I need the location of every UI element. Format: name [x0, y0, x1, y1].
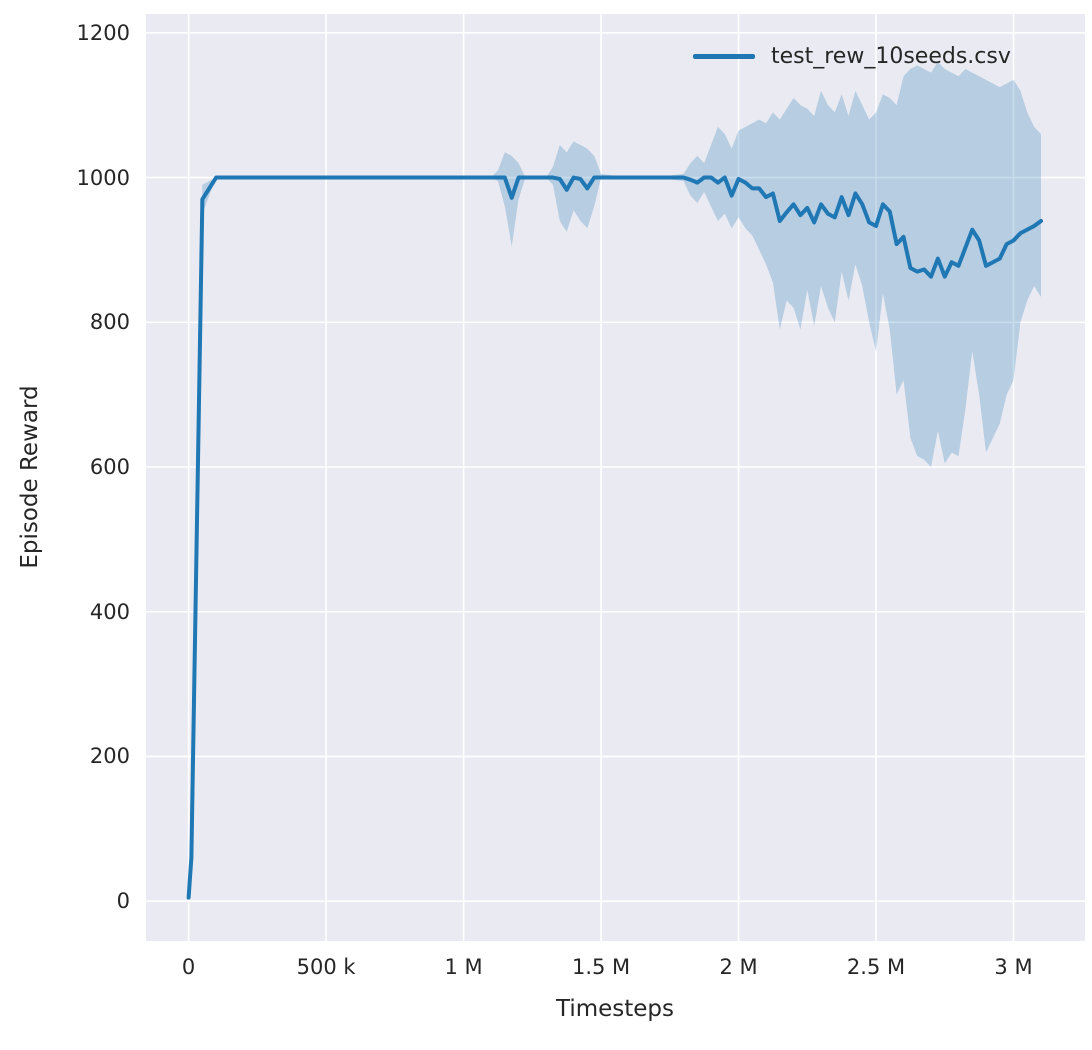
x-tick-label: 2 M — [719, 955, 758, 979]
x-tick-label: 1 M — [444, 955, 483, 979]
y-axis-label: Episode Reward — [17, 385, 43, 569]
legend: test_rew_10seeds.csv — [693, 44, 1011, 69]
y-tick-label: 800 — [89, 310, 130, 335]
x-tick-label: 2.5 M — [846, 955, 906, 979]
x-tick-label: 500 k — [296, 955, 356, 979]
plot-area — [146, 14, 1085, 941]
legend-label: test_rew_10seeds.csv — [771, 44, 1011, 69]
y-tick-label: 400 — [89, 599, 130, 624]
x-tick-label: 1.5 M — [571, 955, 631, 979]
y-tick-label: 0 — [116, 889, 130, 914]
x-axis-label: Timesteps — [555, 996, 675, 1022]
y-tick-label: 200 — [89, 744, 130, 769]
mean-line — [186, 175, 1044, 900]
x-tick-label: 0 — [181, 955, 196, 979]
y-tick-label: 1200 — [76, 20, 130, 45]
legend-line-sample — [693, 54, 755, 59]
x-tick-label: 3 M — [994, 955, 1033, 979]
y-tick-label: 600 — [89, 455, 130, 479]
confidence-band — [188, 61, 1042, 898]
y-tick-label: 1000 — [76, 165, 130, 190]
